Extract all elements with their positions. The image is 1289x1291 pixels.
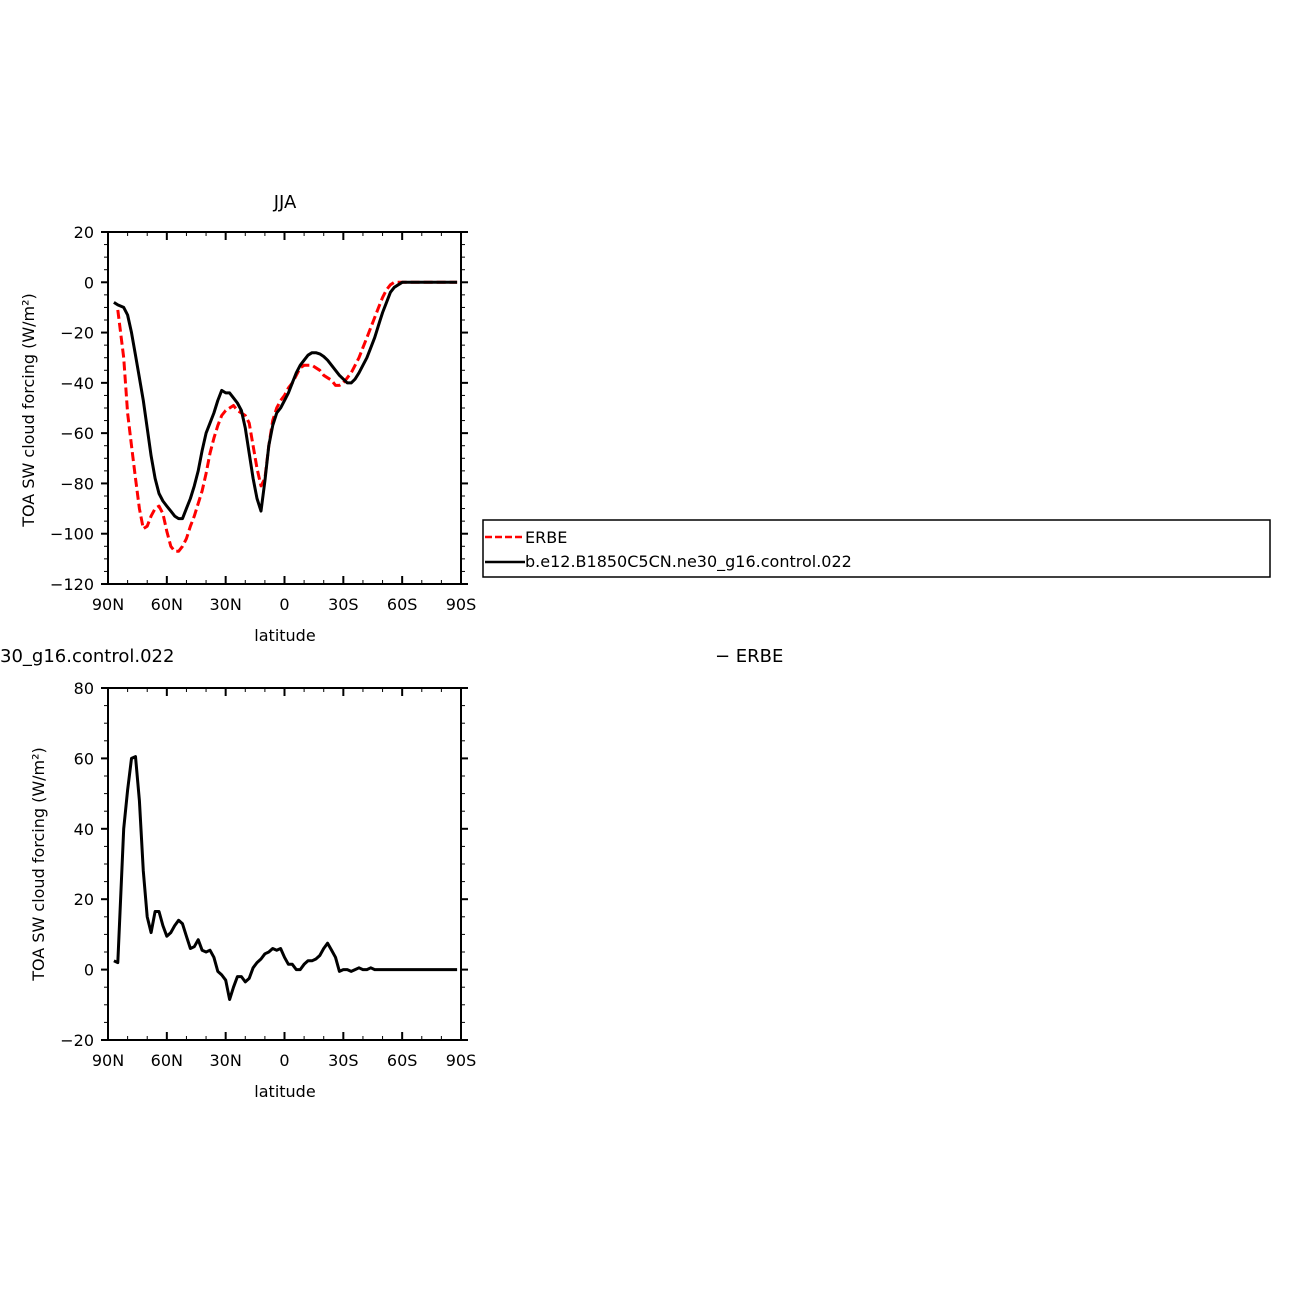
panel-top-series-0 xyxy=(116,280,458,553)
panel-top-xtick-label: 90S xyxy=(446,595,477,614)
panel-top: JJA 90N 60N 30N 0 30S 60S 90S 20 0 −20 −40 −60 −80 −1… xyxy=(19,192,1271,645)
panel-bottom-ytick-label: −20 xyxy=(60,1031,94,1050)
panel-top-ytick-label: −120 xyxy=(50,575,94,594)
panel-top-ytick-label: −100 xyxy=(50,525,94,544)
panel-top-xtick-label: 60S xyxy=(387,595,418,614)
legend: ERBE b.e12.B1850C5CN.ne30_g16.control.02… xyxy=(482,519,1271,578)
panel-bottom-xtick-label: 60N xyxy=(151,1051,183,1070)
panel-top-xtick-label: 30S xyxy=(328,595,359,614)
panel-top-ytick-label: 20 xyxy=(74,223,94,242)
panel-bottom-xtick-label: 60S xyxy=(387,1051,418,1070)
panel-bottom-ytick-label: 80 xyxy=(74,679,94,698)
panel-top-xtick-label: 90N xyxy=(92,595,124,614)
panel-top-ytick-label: 0 xyxy=(84,273,94,292)
panel-bottom-xtick-label: 90N xyxy=(92,1051,124,1070)
panel-bottom: 30_g16.control.022 − ERBE 90N 60N 30N 0 30S 6… xyxy=(0,646,783,1101)
panel-top-xlabel: latitude xyxy=(254,626,315,645)
panel-bottom-series-0 xyxy=(113,755,458,1001)
panel-bottom-ytick-label: 40 xyxy=(74,820,94,839)
panel-top-ytick-label: −20 xyxy=(60,324,94,343)
panel-bottom-xlabel: latitude xyxy=(254,1082,315,1101)
panel-top-series-1 xyxy=(113,280,458,521)
panel-top-ytick-label: −80 xyxy=(60,474,94,493)
panel-top-title: JJA xyxy=(273,192,297,213)
legend-erbe-label: ERBE xyxy=(525,528,567,547)
panel-top-frame xyxy=(107,231,462,585)
panel-top-ylabel: TOA SW cloud forcing (W/m²) xyxy=(19,293,38,528)
panel-top-ytick-label: −40 xyxy=(60,374,94,393)
panel-bottom-xtick-label: 30S xyxy=(328,1051,359,1070)
panel-top-xtick-label: 0 xyxy=(279,595,289,614)
panel-top-ytick-label: −60 xyxy=(60,424,94,443)
panel-top-xtick-label: 60N xyxy=(151,595,183,614)
panel-bottom-xtick-label: 30N xyxy=(210,1051,242,1070)
panel-top-xtick-label: 30N xyxy=(210,595,242,614)
panel-bottom-ytick-label: 20 xyxy=(74,890,94,909)
panel-bottom-ytick-label: 60 xyxy=(74,749,94,768)
panel-bottom-title: 30_g16.control.022 xyxy=(0,646,174,667)
panel-bottom-ytick-label: 0 xyxy=(84,961,94,980)
panel-bottom-title-tail: − ERBE xyxy=(715,646,783,667)
panel-bottom-xtick-label: 90S xyxy=(446,1051,477,1070)
legend-box xyxy=(482,519,1271,578)
legend-model-label: b.e12.B1850C5CN.ne30_g16.control.022 xyxy=(525,552,852,572)
panel-bottom-xtick-label: 0 xyxy=(279,1051,289,1070)
panel-bottom-frame xyxy=(107,687,462,1041)
panel-bottom-ylabel: TOA SW cloud forcing (W/m²) xyxy=(29,747,48,982)
